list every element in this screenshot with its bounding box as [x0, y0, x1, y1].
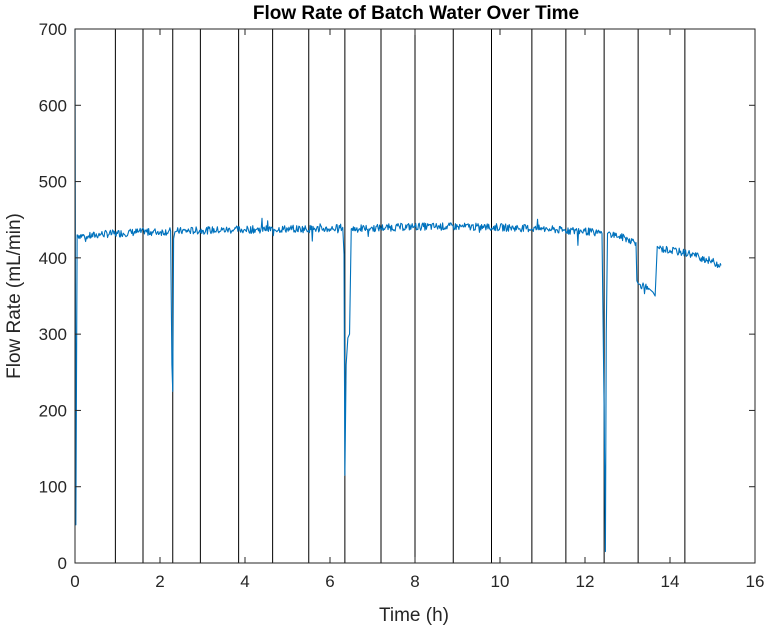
x-tick-label: 4 [240, 572, 249, 591]
y-tick-label: 100 [39, 478, 67, 497]
y-tick-label: 0 [58, 554, 67, 573]
tick-labels: 0 2 4 6 8 10 12 14 16 0 100 200 300 400 500 600 700 [39, 20, 765, 591]
x-axis-label: Time (h) [379, 605, 449, 626]
y-tick-label: 200 [39, 401, 67, 420]
y-tick-label: 500 [39, 173, 67, 192]
y-tick-label: 700 [39, 20, 67, 39]
y-axis-label: Flow Rate (mL/min) [4, 213, 25, 379]
x-tick-label: 10 [491, 572, 510, 591]
y-tick-label: 600 [39, 96, 67, 115]
vertical-markers [114, 29, 686, 563]
series-line-0 [74, 28, 722, 553]
x-tick-label: 14 [661, 572, 680, 591]
y-tick-label: 400 [39, 249, 67, 268]
y-tick-label: 300 [39, 325, 67, 344]
axes [74, 28, 756, 564]
x-tick-label: 2 [155, 572, 164, 591]
x-tick-label: 16 [746, 572, 765, 591]
x-tick-label: 12 [576, 572, 595, 591]
chart-title: Flow Rate of Batch Water Over Time [253, 3, 579, 24]
series-group [74, 28, 722, 553]
x-tick-label: 8 [410, 572, 419, 591]
x-tick-label: 6 [325, 572, 334, 591]
x-tick-label: 0 [70, 572, 79, 591]
